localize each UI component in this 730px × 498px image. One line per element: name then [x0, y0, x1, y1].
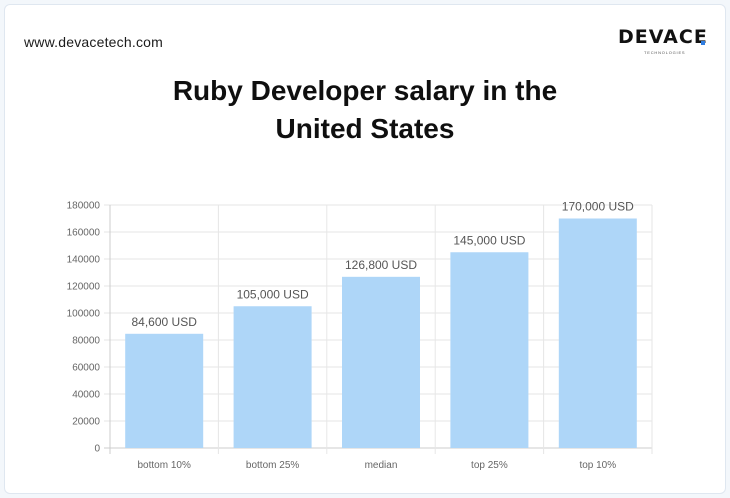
x-tick-label: median — [365, 460, 398, 471]
logo-dot — [701, 41, 705, 45]
bar-top-10 — [558, 218, 637, 448]
y-tick-label: 140000 — [67, 255, 101, 266]
devace-logo: DEVACE TECHNOLOGIES — [618, 26, 708, 56]
y-tick-label: 0 — [94, 444, 100, 455]
chart-title: Ruby Developer salary in the United Stat… — [0, 72, 730, 148]
bar-median — [342, 276, 420, 448]
data-label: 145,000 USD — [453, 233, 525, 247]
y-tick-label: 100000 — [67, 309, 101, 320]
x-tick-label: top 10% — [579, 460, 616, 471]
bar-bottom-25 — [233, 306, 312, 448]
logo-wordmark: DEVACE — [618, 26, 708, 48]
x-tick-label: bottom 10% — [138, 460, 191, 471]
data-label: 126,800 USD — [345, 258, 417, 272]
x-tick-label: bottom 25% — [246, 460, 299, 471]
y-tick-label: 20000 — [72, 417, 100, 428]
y-tick-label: 40000 — [72, 390, 100, 401]
bar-bottom-10 — [125, 333, 204, 448]
x-tick-label: top 25% — [471, 460, 508, 471]
bar-top-25 — [450, 252, 529, 448]
chart-title-line-1: Ruby Developer salary in the — [172, 75, 558, 106]
y-tick-label: 60000 — [72, 363, 100, 374]
y-tick-label: 160000 — [67, 228, 101, 239]
data-label: 84,600 USD — [132, 315, 198, 329]
y-tick-label: 180000 — [67, 201, 101, 212]
y-tick-label: 80000 — [72, 336, 100, 347]
y-tick-label: 120000 — [67, 282, 101, 293]
chart-title-line-2: United States — [275, 113, 455, 144]
data-label: 105,000 USD — [237, 287, 309, 301]
logo-subtitle: TECHNOLOGIES — [644, 50, 686, 55]
data-label: 170,000 USD — [562, 200, 634, 214]
site-url[interactable]: www.devacetech.com — [24, 34, 163, 50]
